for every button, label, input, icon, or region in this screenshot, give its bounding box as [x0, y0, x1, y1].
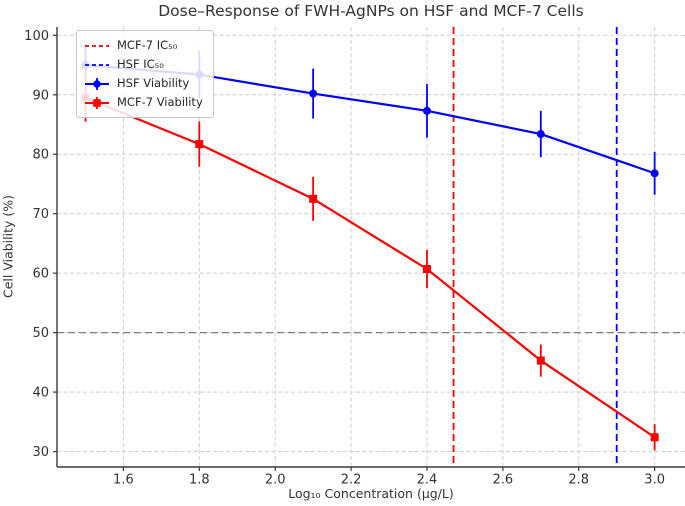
data-point-hsf-viability: [309, 89, 318, 98]
data-point-mcf-7-viability: [309, 194, 318, 203]
y-tick-label: 60: [32, 267, 49, 282]
legend-sample-mcf-7-viability: [85, 96, 109, 109]
legend-item-mcf-7-ic: MCF-7 IC₅₀: [84, 36, 203, 55]
y-tick-label: 80: [32, 148, 49, 163]
y-tick-label: 90: [32, 88, 49, 103]
x-tick-label: 2.4: [417, 473, 438, 488]
legend: MCF-7 IC₅₀ HSF IC₅₀ HSF Viability MCF-7 Via…: [76, 30, 214, 118]
mcf-7-viability-line: [85, 96, 656, 439]
legend-label: HSF IC₅₀: [117, 57, 164, 71]
legend-item-hsf-ic: HSF IC₅₀: [84, 55, 203, 74]
x-tick-label: 2.8: [568, 473, 589, 488]
circle-marker-icon: [93, 79, 101, 88]
y-tick-label: 50: [32, 326, 49, 341]
legend-label: MCF-7 Viability: [117, 95, 203, 109]
chart-title: Dose–Response of FWH-AgNPs on HSF and MC…: [158, 2, 584, 20]
y-tick-label: 30: [32, 445, 49, 460]
legend-sample-hsf-ic: [85, 63, 109, 66]
data-point-hsf-viability: [536, 130, 545, 139]
legend-item-hsf-viability: HSF Viability: [84, 74, 203, 93]
y-tick-label: 40: [32, 386, 49, 401]
y-tick-label: 70: [32, 207, 49, 222]
legend-label: MCF-7 IC₅₀: [117, 38, 178, 52]
x-tick-label: 2.0: [265, 473, 286, 488]
data-point-hsf-viability: [650, 169, 659, 178]
square-marker-icon: [93, 98, 101, 107]
data-point-mcf-7-viability: [650, 433, 659, 442]
data-point-mcf-7-viability: [536, 356, 545, 365]
data-point-mcf-7-viability: [422, 265, 431, 273]
x-tick-label: 2.2: [341, 473, 362, 488]
x-tick-label: 1.8: [189, 473, 210, 488]
legend-sample-mcf-7-ic: [85, 44, 109, 47]
data-point-mcf-7-viability: [195, 140, 204, 149]
legend-label: HSF Viability: [117, 76, 190, 90]
legend-sample-hsf-viability: [85, 77, 109, 90]
y-axis-label: Cell Viability (%): [0, 195, 16, 299]
legend-item-mcf-7-viability: MCF-7 Viability: [84, 93, 203, 112]
y-tick-label: 100: [24, 29, 49, 44]
x-tick-label: 2.6: [493, 473, 514, 488]
x-tick-label: 3.0: [644, 473, 665, 488]
x-axis-label: Log₁₀ Concentration (µg/L): [288, 486, 454, 501]
x-tick-label: 1.6: [113, 473, 134, 488]
data-point-hsf-viability: [422, 106, 431, 115]
